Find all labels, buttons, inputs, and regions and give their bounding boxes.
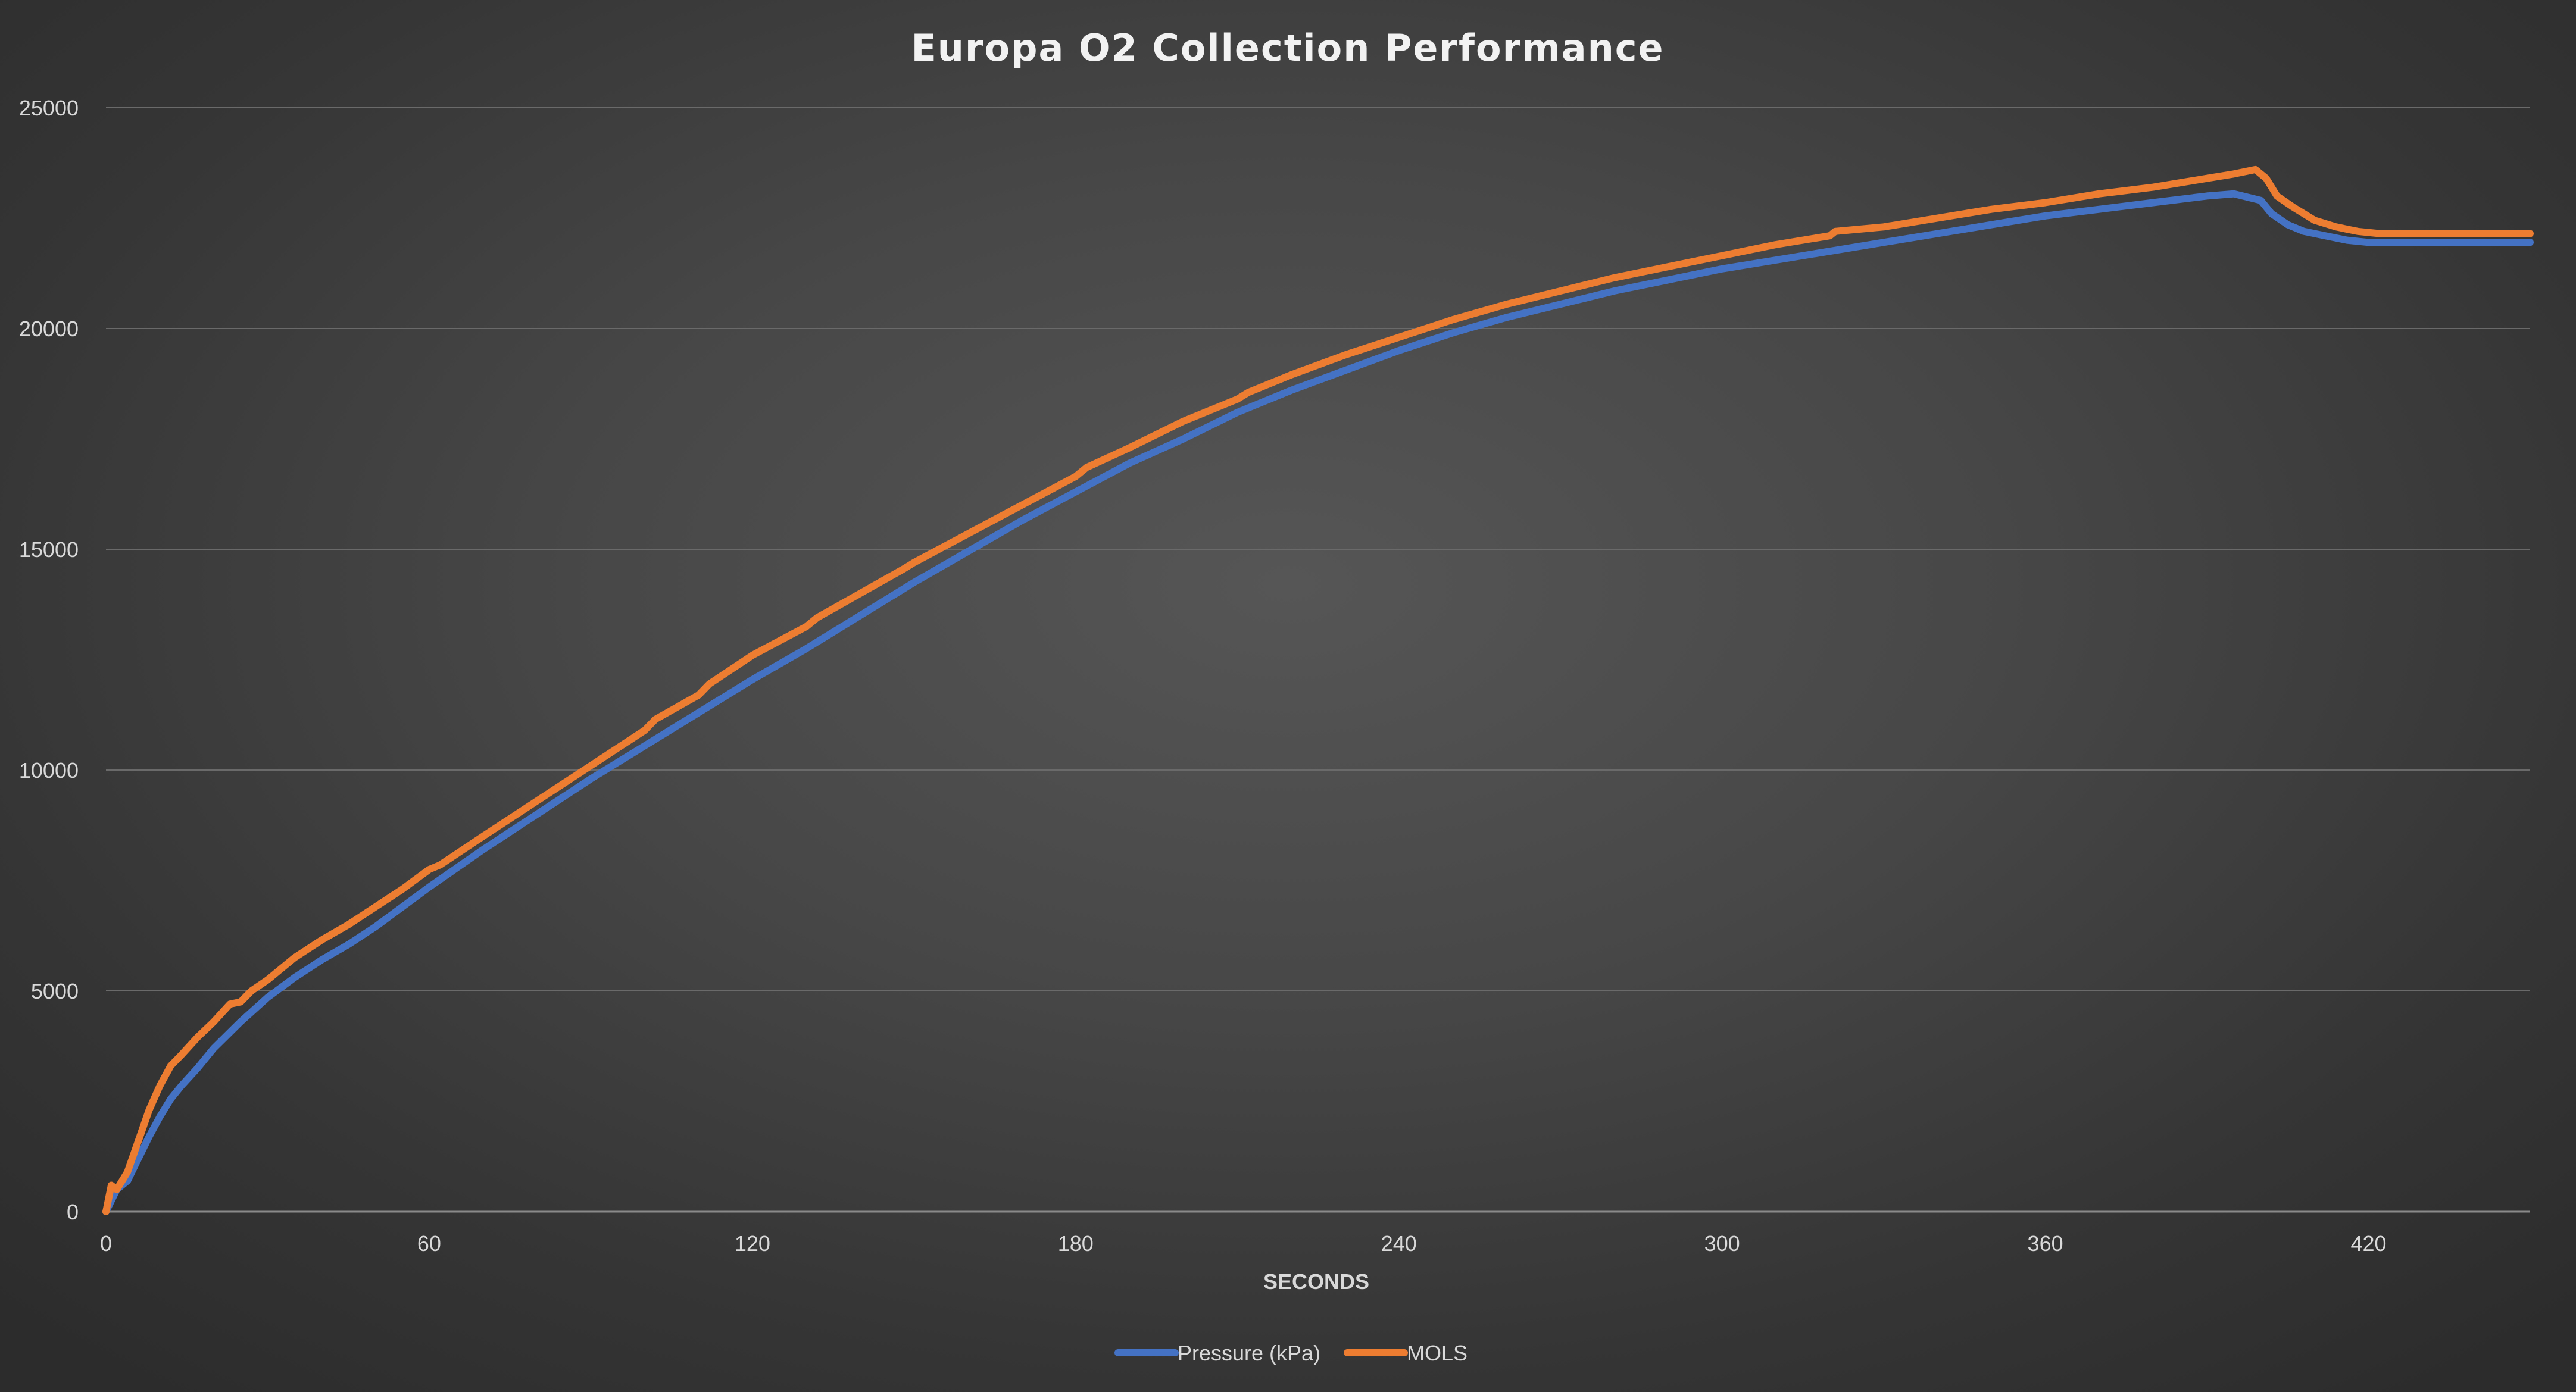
y-tick-label: 20000	[19, 317, 79, 341]
x-tick-label: 240	[1381, 1231, 1417, 1256]
chart-title: Europa O2 Collection Performance	[911, 26, 1664, 70]
x-tick-label: 60	[417, 1231, 441, 1256]
y-tick-label: 5000	[31, 979, 79, 1003]
x-axis: 0 60 120 180 240 300 360 420	[100, 1231, 2387, 1256]
y-tick-label: 10000	[19, 758, 79, 783]
y-tick-label: 0	[67, 1200, 79, 1224]
y-axis: 0 5000 10000 15000 20000 25000	[19, 96, 79, 1224]
x-tick-label: 0	[100, 1231, 112, 1256]
plot-area	[102, 165, 2534, 1215]
legend-label-mols: MOLS	[1407, 1341, 1467, 1365]
legend: Pressure (kPa) MOLS	[1114, 1341, 1467, 1365]
y-tick-label: 15000	[19, 537, 79, 562]
legend-label-pressure-kpa: Pressure (kPa)	[1178, 1341, 1320, 1365]
x-tick-label: 420	[2350, 1231, 2386, 1256]
gridlines	[106, 107, 2530, 1213]
series-line-pressure-kpa	[102, 190, 2534, 1215]
x-axis-label: SECONDS	[1263, 1269, 1369, 1294]
x-tick-label: 300	[1704, 1231, 1740, 1256]
series-line-mols	[102, 165, 2534, 1215]
x-tick-label: 120	[735, 1231, 770, 1256]
y-tick-label: 25000	[19, 96, 79, 120]
x-tick-label: 360	[2028, 1231, 2063, 1256]
x-tick-label: 180	[1058, 1231, 1094, 1256]
